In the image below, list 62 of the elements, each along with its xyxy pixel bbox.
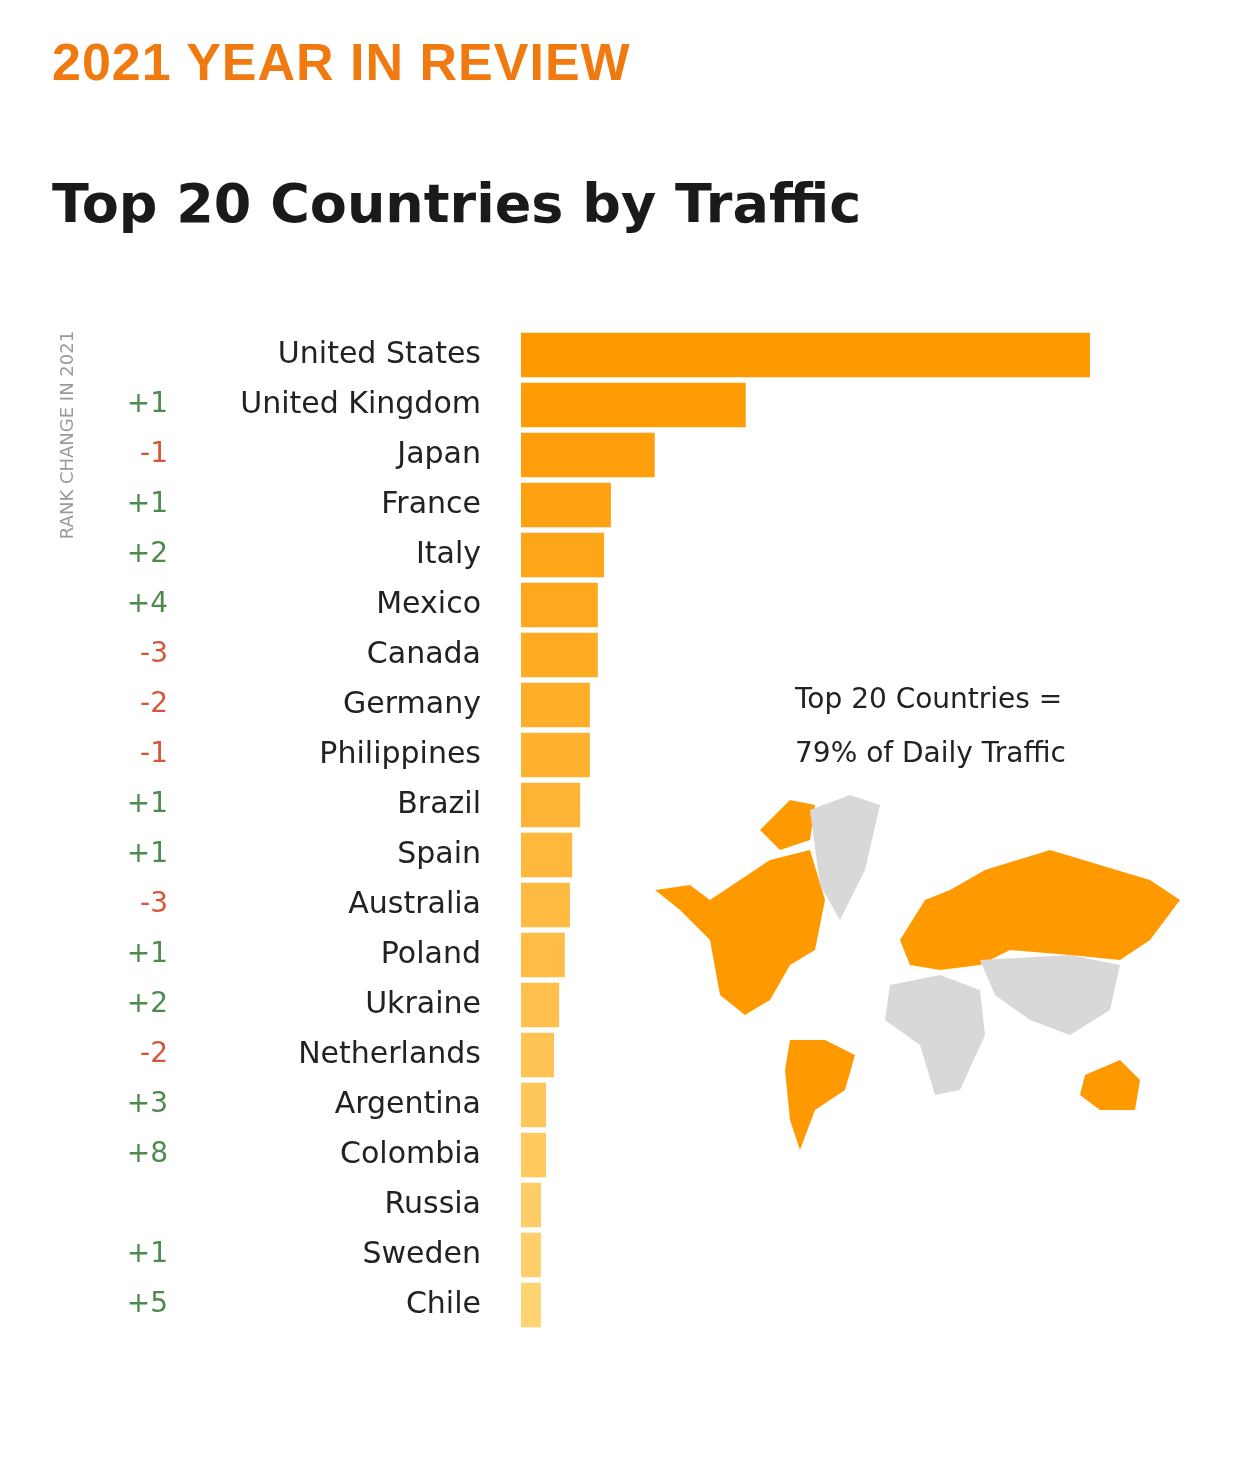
y-tick-label: Ukraine [365,984,481,1020]
chart-title: Top 20 Countries by Traffic [52,172,862,235]
bar [521,1232,541,1278]
text: -2 [140,686,168,720]
text: +2 [126,536,168,570]
y-tick-label: Japan [395,434,481,470]
y-tick-label: Spain [397,834,481,870]
bar [521,1182,541,1228]
annotation: Top 20 Countries = 79% of Daily Traffic [795,681,1066,771]
y-tick-label: Colombia [340,1134,481,1170]
y-tick-label: Poland [380,934,481,970]
bar [521,932,565,978]
bar [521,382,746,428]
bar [521,582,598,628]
text: +1 [126,786,168,820]
text: +1 [126,386,168,420]
bar [521,1032,554,1078]
text: +4 [126,586,168,620]
bar [521,782,581,828]
bar [521,982,560,1028]
chart-subtitle: 2021 YEAR IN REVIEW [52,32,631,92]
text: RANK CHANGE IN 2021 [55,330,77,540]
y-tick-label: Sweden [362,1234,481,1270]
bar [521,832,573,878]
bar [521,732,590,778]
text: +8 [126,1136,168,1170]
text: +1 [126,836,168,870]
text: -3 [140,636,168,670]
bar [521,682,590,728]
text: -1 [140,736,168,770]
y-tick-label: Russia [384,1184,481,1220]
y-tick-label: Canada [366,634,481,670]
y-tick-label: Italy [415,534,481,570]
bar [521,1082,547,1128]
bar [521,332,1090,378]
y-tick-label: Brazil [397,784,481,820]
text: +1 [126,1236,168,1270]
y-tick-label: Philippines [319,734,481,770]
y-tick-label: Argentina [334,1084,481,1120]
bar [521,482,611,528]
y-tick-label: United Kingdom [240,384,481,420]
y-tick-label: France [381,484,481,520]
bar [521,1282,541,1328]
text: +1 [126,486,168,520]
y-tick-label: Mexico [376,584,481,620]
text: +1 [126,936,168,970]
y-tick-label: United States [277,334,481,370]
y-tick-label: Netherlands [298,1034,481,1070]
bar [521,532,605,578]
bar [521,882,570,928]
y-tick-label: Chile [405,1284,481,1320]
text: -3 [140,886,168,920]
y-tick-label: Australia [348,884,481,920]
y-tick-label: Germany [343,684,481,720]
text: +3 [126,1086,168,1120]
text: -2 [140,1036,168,1070]
bar [521,432,655,478]
bar [521,632,598,678]
text: +2 [126,986,168,1020]
bar [521,1132,547,1178]
text: -1 [140,436,168,470]
text: +5 [126,1286,168,1320]
